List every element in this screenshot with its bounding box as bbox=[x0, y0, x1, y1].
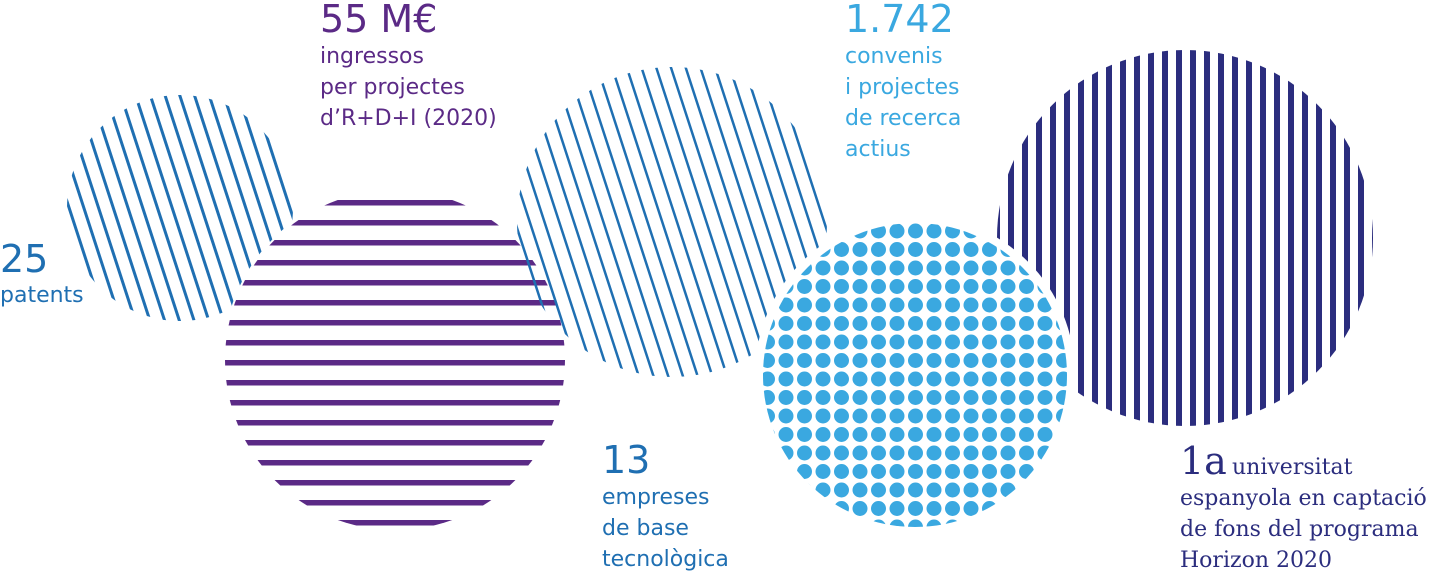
stat-value: 13 bbox=[602, 438, 650, 482]
circle-patents bbox=[67, 95, 293, 321]
stat-patents: 25 patents bbox=[0, 237, 84, 308]
stat-label: tecnològica bbox=[602, 547, 729, 572]
stat-agreements: 1.742 convenis i projectes de recerca ac… bbox=[845, 0, 961, 162]
stat-label: d’R+D+I (2020) bbox=[320, 106, 497, 131]
stat-value: 55 M€ bbox=[320, 0, 437, 41]
stat-value: 1.742 bbox=[845, 0, 954, 41]
stat-label: i projectes bbox=[845, 75, 959, 100]
circle-companies bbox=[517, 67, 827, 377]
stat-label: empreses bbox=[602, 485, 710, 510]
stat-value: 1a bbox=[1180, 439, 1227, 483]
stat-label: de recerca bbox=[845, 106, 961, 131]
circle-income bbox=[223, 188, 567, 532]
stat-label: de base bbox=[602, 516, 689, 541]
circle-horizon bbox=[997, 50, 1373, 426]
stat-label: ingressos bbox=[320, 44, 424, 69]
stat-horizon: 1a universitat espanyola en captació de … bbox=[1180, 439, 1427, 573]
stat-label: patents bbox=[0, 283, 84, 308]
stat-label: espanyola en captació bbox=[1180, 486, 1427, 511]
stat-label: universitat bbox=[1232, 455, 1353, 480]
stat-value: 25 bbox=[0, 237, 48, 281]
stat-companies: 13 empreses de base tecnològica bbox=[602, 438, 729, 572]
stat-label: de fons del programa bbox=[1180, 517, 1419, 542]
stat-label: Horizon 2020 bbox=[1180, 548, 1332, 573]
stat-label: actius bbox=[845, 137, 911, 162]
stat-label: convenis bbox=[845, 44, 943, 69]
stat-income: 55 M€ ingressos per projectes d’R+D+I (2… bbox=[320, 0, 497, 131]
circle-agreements bbox=[755, 215, 1075, 535]
stat-label: per projectes bbox=[320, 75, 465, 100]
